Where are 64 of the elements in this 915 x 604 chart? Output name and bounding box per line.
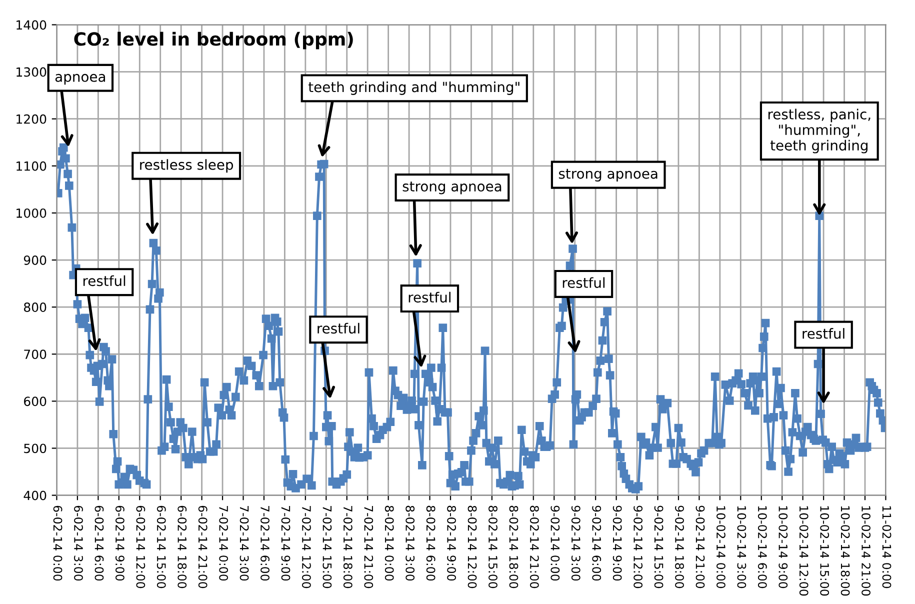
x-tick-label: 8-02-14 12:00 (468, 506, 477, 588)
x-tick-label: 9-02-14 18:00 (675, 506, 684, 588)
annotation: restless sleep (140, 159, 234, 173)
x-tick-label: 10-02-14 3:00 (737, 506, 746, 588)
annotation: restful (802, 328, 844, 339)
x-tick-label: 7-02-14 9:00 (281, 506, 290, 581)
x-tick-label: 8-02-14 9:00 (447, 506, 456, 581)
annotation: restful (318, 322, 360, 334)
y-tick-label: 1400 (16, 20, 46, 30)
x-tick-label: 7-02-14 0:00 (219, 506, 228, 581)
x-tick-label: 8-02-14 18:00 (509, 506, 518, 588)
annotation: apnoea (55, 74, 106, 85)
x-tick-label: 10-02-14 0:00 (716, 506, 726, 588)
annotation: teeth grinding and "humming" (308, 82, 520, 95)
y-tick-label: 700 (24, 350, 46, 360)
x-tick-label: 10-02-14 6:00 (758, 506, 767, 588)
x-tick-label: 8-02-14 3:00 (406, 506, 415, 581)
x-tick-label: 8-02-14 21:00 (530, 506, 539, 588)
y-tick-label: 1000 (16, 208, 46, 218)
x-tick-label: 7-02-14 21:00 (364, 506, 374, 588)
x-tick-label: 10-02-14 9:00 (778, 506, 788, 588)
x-tick-label: 6-02-14 3:00 (74, 506, 83, 581)
x-tick-label: 9-02-14 9:00 (612, 506, 622, 581)
x-tick-label: 10-02-14 21:00 (862, 506, 870, 596)
x-tick-label: 6-02-14 12:00 (136, 506, 146, 588)
chart-title: CO₂ level in bedroom (ppm) (74, 32, 353, 50)
x-tick-label: 7-02-14 6:00 (260, 506, 270, 581)
x-tick-label: 9-02-14 0:00 (550, 506, 560, 581)
x-tick-label: 9-02-14 15:00 (654, 506, 664, 588)
annotation: restful (562, 277, 605, 288)
x-tick-label: 7-02-14 3:00 (240, 506, 249, 581)
x-tick-label: 8-02-14 15:00 (488, 506, 498, 588)
y-tick-label: 800 (24, 302, 46, 312)
x-tick-label: 6-02-14 9:00 (115, 506, 124, 581)
annotation: strong apnoea (558, 168, 658, 182)
x-tick-label: 10-02-14 12:00 (799, 506, 808, 596)
x-tick-label: 11-02-14 0:00 (882, 506, 892, 588)
x-tick-label: 10-02-14 18:00 (840, 506, 850, 596)
x-tick-label: 9-02-14 12:00 (634, 506, 643, 588)
x-tick-label: 10-02-14 15:00 (820, 506, 830, 596)
x-tick-label: 6-02-14 15:00 (156, 506, 166, 588)
y-tick-label: 900 (24, 255, 46, 265)
x-tick-label: 6-02-14 6:00 (94, 506, 104, 581)
y-tick-label: 1300 (16, 67, 46, 77)
x-tick-label: 9-02-14 3:00 (571, 506, 580, 581)
x-tick-label: 8-02-14 0:00 (384, 506, 394, 581)
y-tick-label: 500 (24, 444, 46, 454)
annotation: restless, panic, "humming", teeth grinding (768, 108, 870, 154)
y-tick-label: 600 (24, 396, 46, 406)
annotation: restful (408, 292, 450, 303)
x-tick-label: 9-02-14 6:00 (592, 506, 602, 581)
y-tick-label: 400 (24, 490, 46, 500)
y-tick-label: 1200 (16, 114, 46, 124)
x-tick-label: 7-02-14 18:00 (343, 506, 352, 588)
x-tick-label: 7-02-14 12:00 (302, 506, 311, 588)
x-tick-label: 9-02-14 21:00 (696, 506, 705, 588)
x-tick-label: 6-02-14 0:00 (53, 506, 62, 581)
x-tick-label: 7-02-14 15:00 (322, 506, 332, 588)
y-tick-label: 1100 (16, 161, 46, 171)
x-tick-label: 8-02-14 6:00 (426, 506, 436, 581)
annotation: strong apnoea (402, 182, 502, 194)
x-tick-label: 6-02-14 18:00 (178, 506, 187, 588)
annotation: restful (83, 275, 126, 286)
x-tick-label: 6-02-14 21:00 (198, 506, 208, 588)
